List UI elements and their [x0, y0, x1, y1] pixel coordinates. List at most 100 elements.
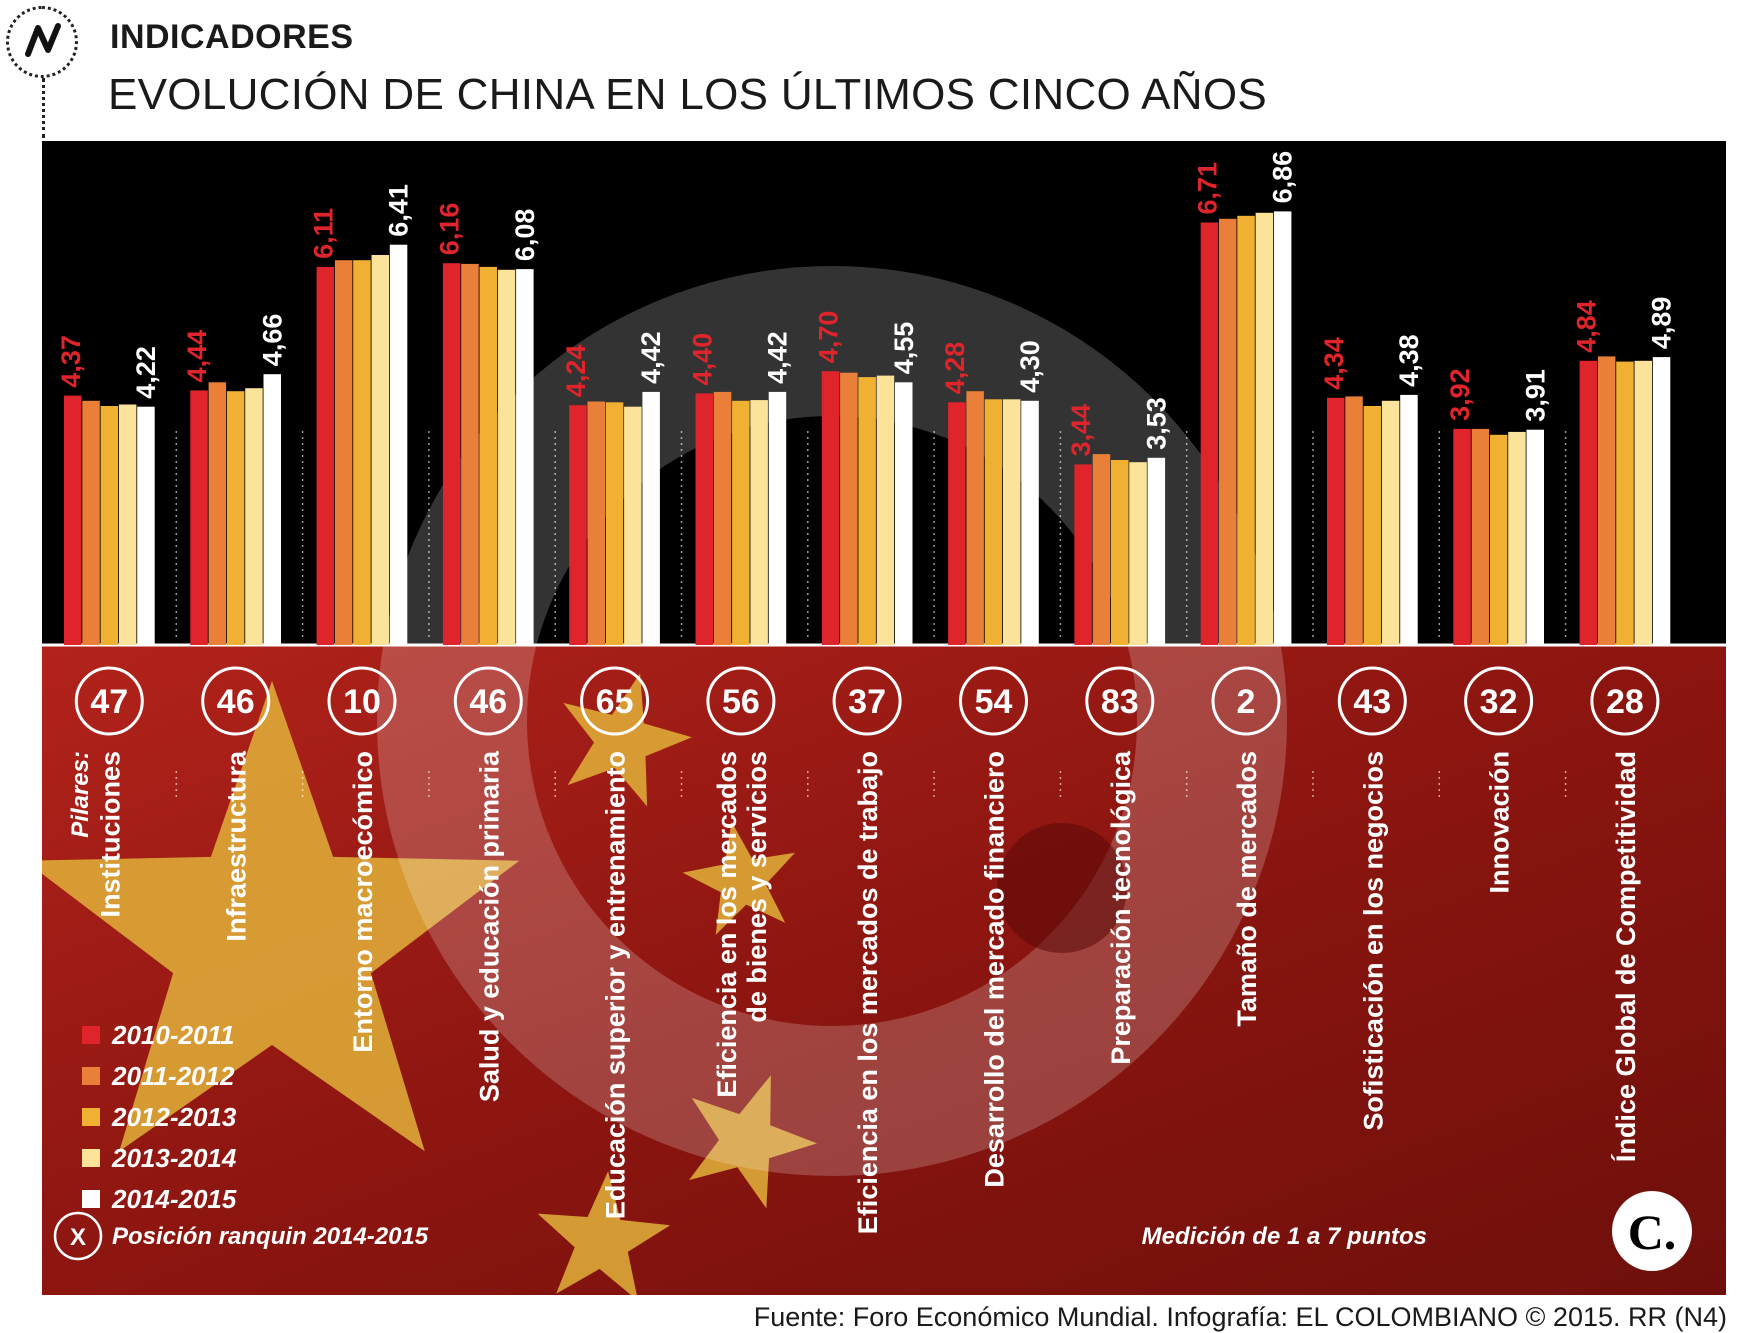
bar: [1273, 211, 1292, 645]
bar: [605, 402, 624, 645]
data-label: 6,16: [435, 203, 465, 256]
bar: [389, 244, 408, 645]
bar: [732, 400, 750, 645]
data-label: 3,91: [1520, 369, 1550, 422]
bar: [1003, 399, 1021, 645]
legend-swatch: [82, 1026, 100, 1044]
pillars-label: Pilares:: [67, 751, 94, 838]
category-label: Desarrollo del mercado financiero: [980, 751, 1010, 1188]
bar: [64, 395, 82, 645]
bar: [1327, 397, 1345, 645]
category-label: Entorno macroecómico: [348, 751, 378, 1053]
legend-label: 2012-2013: [111, 1102, 237, 1132]
bar: [1129, 462, 1147, 645]
data-label: 6,08: [510, 209, 540, 262]
bar: [1345, 396, 1363, 645]
brand-logo-icon: [1612, 1191, 1692, 1271]
category-label: Sofisticación en los negocios: [1358, 751, 1388, 1131]
bar: [118, 404, 137, 645]
ranking-key-symbol: X: [70, 1224, 86, 1251]
category-label: Índice Global de Competitividad: [1610, 751, 1641, 1162]
n-logo-icon: [25, 23, 61, 57]
data-label: 6,86: [1268, 151, 1298, 204]
bar: [1634, 360, 1652, 645]
flag-small-star-icon: [682, 821, 795, 935]
bar: [461, 263, 479, 645]
flag-big-star-icon: [42, 681, 520, 1152]
category-label: Instituciones: [95, 751, 125, 918]
bar: [479, 266, 497, 645]
bar: [245, 388, 263, 645]
bar: [984, 399, 1003, 645]
data-label: 4,42: [763, 331, 793, 384]
bar: [1074, 464, 1092, 645]
bar: [1381, 400, 1400, 645]
data-label: 4,22: [131, 346, 161, 399]
bar: [1471, 428, 1490, 645]
rank-badge: [1337, 666, 1407, 736]
c-watermark-dot-icon: [997, 823, 1127, 953]
bar: [100, 406, 119, 645]
logo-connector: [42, 78, 45, 138]
data-label: 4,24: [561, 345, 591, 398]
rank-value: 83: [1101, 683, 1139, 721]
data-label: 3,92: [1445, 368, 1475, 421]
rank-badge: [832, 666, 902, 736]
category-label: Preparación tecnológica: [1106, 750, 1136, 1065]
bar: [1255, 212, 1274, 646]
bar: [948, 402, 966, 645]
data-label: 4,40: [687, 333, 717, 386]
bar: [1237, 215, 1255, 646]
bar: [1363, 406, 1382, 645]
bar: [208, 382, 227, 645]
chart-panel: 4,37 4,22 47 Instituciones 4,44 4,66 46 Infraes…: [42, 141, 1726, 1295]
bar: [1616, 361, 1634, 645]
rank-badge: [1464, 666, 1534, 736]
legend-label: 2013-2014: [111, 1143, 237, 1173]
legend-swatch: [82, 1190, 100, 1208]
bar: [642, 391, 660, 645]
category-label: Salud y educación primaria: [474, 750, 504, 1102]
rank-value: 46: [469, 683, 507, 721]
data-label: 3,44: [1066, 404, 1096, 457]
rank-value: 37: [848, 683, 886, 721]
bar: [1453, 428, 1471, 645]
section-kicker: INDICADORES: [110, 18, 354, 56]
page-title: EVOLUCIÓN DE CHINA EN LOS ÚLTIMOS CINCO …: [108, 70, 1268, 119]
legend-swatch: [82, 1149, 100, 1167]
data-label: 6,11: [308, 208, 338, 259]
legend-swatch: [82, 1108, 100, 1126]
brand-logo-text: C.: [1628, 1204, 1677, 1260]
rank-badge: [1211, 666, 1281, 736]
rank-badge: [959, 666, 1028, 736]
bar: [1508, 431, 1526, 645]
bar: [1489, 434, 1508, 645]
bar: [516, 269, 534, 645]
legend-label: 2011-2012: [111, 1061, 235, 1091]
data-label: 4,42: [636, 331, 666, 384]
bar: [1219, 218, 1237, 646]
source-credit: Fuente: Foro Económico Mundial. Infograf…: [753, 1302, 1727, 1332]
bar: [316, 266, 335, 645]
bar: [840, 372, 858, 645]
rank-value: 10: [343, 683, 381, 721]
rank-value: 54: [975, 683, 1013, 721]
rank-badge: [74, 666, 144, 736]
rank-value: 46: [217, 683, 255, 721]
bar: [624, 406, 642, 645]
bar: [1021, 400, 1039, 645]
bar: [334, 260, 353, 645]
category-label: Eficiencia en los mercados: [712, 751, 742, 1098]
category-label: Infraestructura: [222, 750, 252, 942]
bar: [569, 405, 587, 645]
rank-badge: [706, 666, 776, 736]
data-label: 4,55: [889, 322, 919, 375]
bar: [966, 391, 984, 645]
rank-value: 2: [1237, 683, 1256, 721]
flag-small-star-icon: [537, 1171, 671, 1295]
legend-label: 2010-2011: [111, 1020, 234, 1050]
data-label: 4,38: [1394, 334, 1424, 387]
bar: [1652, 357, 1671, 645]
rank-badge: [1590, 666, 1660, 736]
data-label: 6,71: [1193, 162, 1223, 215]
